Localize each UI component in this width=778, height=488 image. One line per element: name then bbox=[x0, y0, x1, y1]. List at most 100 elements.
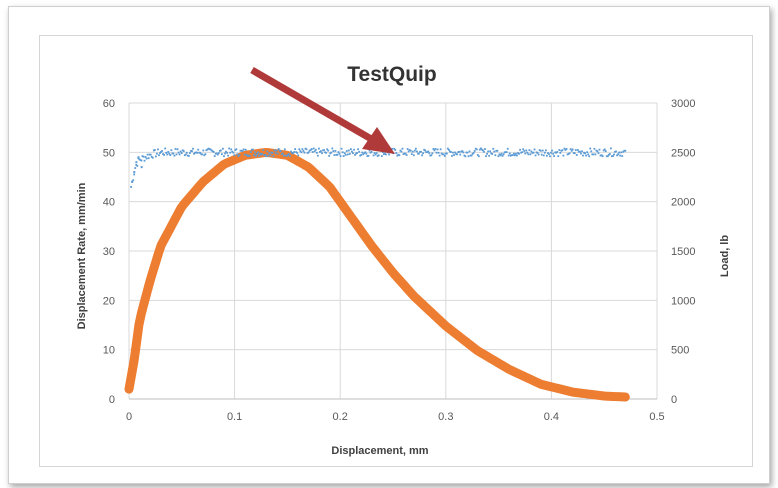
rate-point bbox=[516, 154, 518, 157]
rate-point bbox=[165, 151, 168, 154]
rate-point bbox=[574, 149, 577, 151]
rate-point bbox=[401, 147, 404, 150]
rate-point bbox=[343, 152, 346, 155]
rate-point bbox=[284, 154, 287, 157]
y-tick-label: 50 bbox=[103, 147, 115, 159]
rate-point bbox=[197, 148, 200, 151]
rate-point bbox=[258, 154, 260, 157]
rate-point bbox=[380, 155, 383, 157]
rate-point bbox=[148, 153, 151, 156]
rate-point bbox=[465, 151, 468, 154]
rate-point bbox=[324, 151, 326, 154]
rate-point bbox=[601, 155, 604, 158]
y-tick-label: 60 bbox=[103, 98, 115, 110]
rate-point bbox=[569, 148, 572, 151]
rate-point bbox=[352, 152, 354, 155]
rate-point bbox=[158, 154, 160, 157]
rate-point bbox=[579, 150, 581, 153]
rate-point bbox=[605, 155, 608, 158]
rate-point bbox=[502, 153, 505, 156]
rate-point bbox=[211, 150, 214, 153]
rate-point bbox=[182, 150, 185, 153]
rate-point bbox=[539, 149, 542, 152]
rate-point bbox=[611, 155, 613, 158]
rate-point bbox=[329, 152, 332, 155]
rate-point bbox=[599, 154, 602, 157]
rate-point bbox=[556, 151, 559, 153]
rate-point bbox=[344, 153, 347, 156]
rate-point bbox=[582, 154, 584, 157]
rate-point bbox=[562, 154, 565, 157]
rate-point bbox=[209, 148, 212, 151]
rate-point bbox=[501, 154, 504, 157]
rate-point bbox=[290, 150, 292, 153]
rate-point bbox=[551, 149, 553, 152]
rate-point bbox=[332, 150, 335, 152]
rate-point bbox=[233, 154, 236, 157]
rate-point bbox=[374, 153, 377, 156]
rate-point bbox=[313, 150, 316, 153]
rate-point bbox=[552, 152, 554, 155]
rate-point bbox=[146, 153, 149, 156]
rate-point bbox=[317, 147, 320, 150]
rate-point bbox=[400, 150, 403, 153]
x-tick-label: 0.3 bbox=[438, 411, 453, 423]
rate-point bbox=[310, 148, 313, 150]
rate-point bbox=[167, 151, 170, 153]
rate-point bbox=[154, 155, 157, 158]
rate-point bbox=[243, 153, 246, 156]
rate-point bbox=[184, 153, 187, 156]
rate-point bbox=[266, 150, 269, 153]
rate-point bbox=[618, 151, 621, 154]
rate-point bbox=[160, 151, 162, 153]
rate-point bbox=[419, 150, 421, 153]
rate-point bbox=[555, 151, 558, 154]
rate-point bbox=[196, 151, 199, 154]
rate-point bbox=[143, 159, 146, 162]
rate-point bbox=[255, 154, 257, 157]
rate-point bbox=[398, 154, 401, 157]
rate-point bbox=[463, 154, 466, 157]
rate-point bbox=[496, 149, 499, 152]
rate-point bbox=[240, 149, 243, 152]
rate-point bbox=[272, 155, 275, 158]
rate-point bbox=[384, 152, 386, 155]
rate-point bbox=[490, 152, 493, 155]
rate-point bbox=[442, 153, 445, 156]
rate-point bbox=[429, 154, 432, 157]
rate-point bbox=[364, 151, 367, 154]
rate-point bbox=[511, 154, 514, 157]
rate-point bbox=[399, 149, 402, 152]
rate-point bbox=[459, 153, 462, 156]
rate-point bbox=[438, 154, 441, 157]
annotation-arrow bbox=[250, 66, 395, 154]
rate-point bbox=[375, 152, 378, 155]
rate-point bbox=[416, 150, 418, 153]
rate-point bbox=[300, 151, 303, 154]
rate-point bbox=[619, 154, 622, 157]
rate-point bbox=[297, 154, 300, 157]
y2-tick-labels: 0 500 1000 1500 2000 2500 3000 bbox=[671, 98, 695, 406]
rate-point bbox=[435, 151, 438, 154]
rate-point bbox=[174, 148, 177, 150]
rate-point bbox=[518, 152, 520, 155]
rate-point bbox=[523, 150, 526, 152]
rate-point bbox=[478, 148, 481, 151]
rate-point bbox=[587, 153, 590, 156]
rate-point bbox=[526, 151, 529, 154]
rate-point bbox=[443, 154, 446, 157]
rate-point bbox=[423, 148, 426, 151]
rate-point bbox=[363, 152, 366, 155]
rate-point bbox=[563, 147, 566, 150]
rate-point bbox=[367, 154, 370, 157]
rate-point bbox=[549, 155, 551, 158]
rate-point bbox=[254, 151, 256, 154]
rate-point bbox=[585, 154, 588, 157]
grid bbox=[128, 102, 658, 400]
rate-point bbox=[139, 159, 142, 161]
rate-point bbox=[482, 149, 484, 152]
rate-point bbox=[393, 147, 396, 150]
rate-point bbox=[368, 149, 371, 152]
rate-point bbox=[519, 148, 521, 151]
rate-point bbox=[268, 152, 271, 154]
